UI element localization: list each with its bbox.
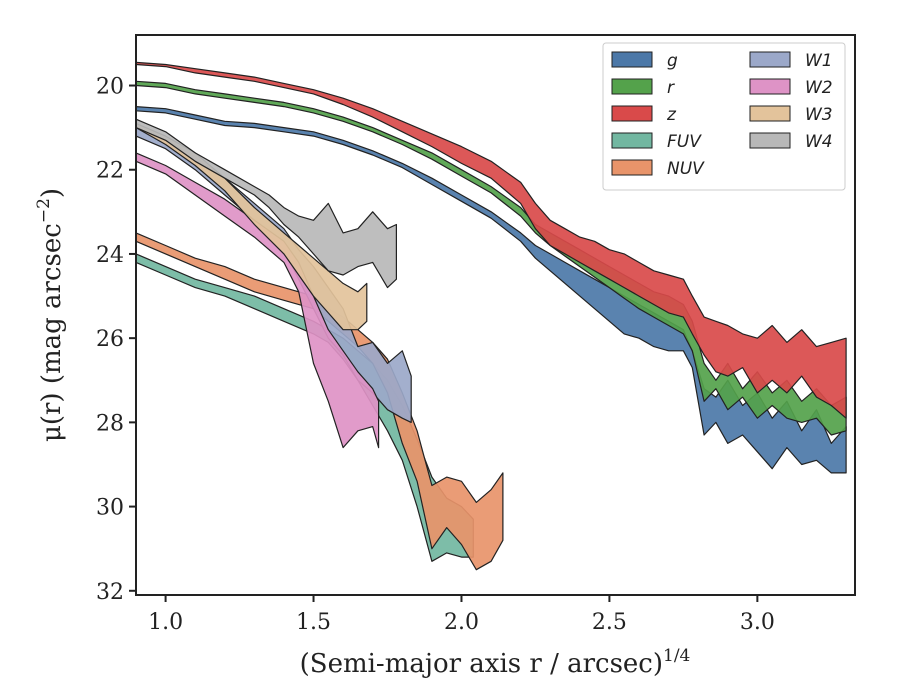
legend-swatch-w2 xyxy=(749,78,791,95)
legend-label-z: z xyxy=(666,105,677,125)
legend-swatch-fuv xyxy=(611,132,653,149)
band-area-r xyxy=(135,80,847,436)
legend-swatch-nuv xyxy=(611,159,653,176)
band-area-w3 xyxy=(135,122,368,331)
legend-label-w4: W4 xyxy=(805,132,833,152)
x-tick-label: 2.0 xyxy=(444,610,479,635)
band-area-w4 xyxy=(135,118,397,289)
legend-swatch-g xyxy=(611,51,653,68)
y-tick-label: 24 xyxy=(96,243,124,268)
plot-frame xyxy=(135,34,856,596)
x-axis-title: (Semi-major axis r / arcsec)1/4 xyxy=(300,646,691,679)
y-tick-label: 30 xyxy=(96,496,124,521)
legend-swatch-w1 xyxy=(749,51,791,68)
legend-swatch-w4 xyxy=(749,132,791,149)
legend-label-w3: W3 xyxy=(805,105,833,125)
x-tick-label: 2.5 xyxy=(592,610,627,635)
x-axis-ticks: 1.0 1.5 2.0 2.5 3.0 xyxy=(148,595,775,635)
band-areas xyxy=(135,61,847,571)
legend-label-r: r xyxy=(667,78,675,98)
legend-items: grz FUV NUV W1 W2 W3 W4 xyxy=(611,51,833,179)
band-area-g xyxy=(135,105,847,474)
legend-label-nuv: NUV xyxy=(667,159,705,179)
x-tick-label: 1.5 xyxy=(296,610,331,635)
y-tick-label: 26 xyxy=(96,327,124,352)
legend-label-g: g xyxy=(667,51,678,71)
band-area-z xyxy=(135,61,847,419)
legend-swatch-z xyxy=(611,105,653,122)
legend-swatch-r xyxy=(611,78,653,95)
y-axis-title: μ(r) (mag arcsec−2) xyxy=(34,188,67,442)
legend: grz FUV NUV W1 W2 W3 W4 xyxy=(602,42,846,191)
y-tick-label: 20 xyxy=(96,75,124,100)
x-tick-label: 3.0 xyxy=(740,610,775,635)
x-tick-label: 1.0 xyxy=(148,610,183,635)
y-tick-label: 28 xyxy=(96,411,124,436)
y-axis-ticks: 20 22 24 26 28 30 32 xyxy=(96,75,136,605)
legend-label-w1: W1 xyxy=(805,51,833,71)
legend-label-w2: W2 xyxy=(805,78,833,98)
legend-label-fuv: FUV xyxy=(667,132,702,152)
y-tick-label: 22 xyxy=(96,159,124,184)
legend-swatch-w3 xyxy=(749,105,791,122)
y-tick-label: 32 xyxy=(96,580,124,605)
